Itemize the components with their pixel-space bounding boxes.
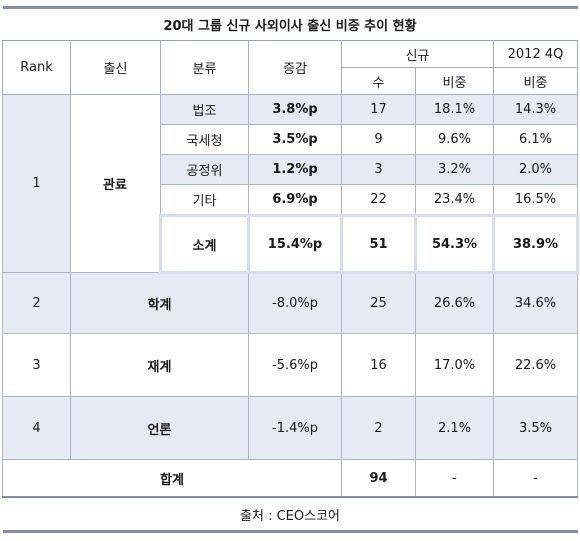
header-new: 신규 — [341, 40, 494, 68]
q4-share-cell: 2.0% — [493, 154, 578, 185]
subtotal-q4-share: 38.9% — [492, 214, 579, 274]
q4-share-cell: 22.6% — [493, 333, 578, 397]
header-share-q4: 비중 — [493, 67, 578, 95]
share-cell: 2.1% — [415, 396, 494, 460]
share-cell: 9.6% — [415, 124, 494, 155]
table-row: 1 관료 법조 3.8%p 17 18.1% 14.3% — [2, 94, 578, 273]
count-cell: 3 — [341, 154, 416, 185]
rank-cell: 1 — [2, 94, 71, 273]
share-cell: 26.6% — [415, 272, 494, 334]
count-cell: 17 — [341, 94, 416, 125]
share-cell: 18.1% — [415, 94, 494, 125]
change-cell: 3.8%p — [248, 94, 342, 125]
count-cell: 16 — [341, 333, 416, 397]
total-label: 합계 — [2, 459, 342, 498]
total-share: - — [415, 459, 494, 498]
change-cell: 3.5%p — [248, 124, 342, 155]
q4-share-cell: 16.5% — [493, 184, 578, 216]
table-row: 국세청 3.5%p 9 9.6% 6.1% — [3, 124, 578, 155]
source-note: 출처 : CEO스코어 — [2, 496, 578, 533]
category-cell: 공정위 — [160, 154, 249, 185]
rank-cell: 4 — [2, 396, 71, 460]
subtotal-row: 소계 15.4%p 51 54.3% 38.9% — [3, 214, 579, 274]
origin-cell: 언론 — [70, 396, 249, 460]
subtotal-count: 51 — [340, 214, 417, 274]
share-cell: 17.0% — [415, 333, 494, 397]
change-cell: -8.0%p — [248, 272, 342, 334]
change-cell: -1.4%p — [248, 396, 342, 460]
table-title: 20대 그룹 신규 사외이사 출신 비중 추이 현황 — [2, 6, 578, 41]
total-row: 합계 94 - - — [2, 459, 578, 498]
rank-cell: 2 — [2, 272, 71, 334]
category-cell: 기타 — [160, 184, 249, 216]
share-cell: 3.2% — [415, 154, 494, 185]
subtotal-label: 소계 — [159, 214, 250, 274]
header-count: 수 — [341, 67, 416, 95]
source-row: 출처 : CEO스코어 — [2, 496, 578, 533]
change-cell: 6.9%p — [248, 184, 342, 216]
count-cell: 2 — [341, 396, 416, 460]
category-cell: 법조 — [160, 94, 249, 125]
q4-share-cell: 6.1% — [493, 124, 578, 155]
header-origin: 출신 — [70, 40, 161, 95]
rank-cell: 3 — [2, 333, 71, 397]
count-cell: 9 — [341, 124, 416, 155]
header-category: 분류 — [160, 40, 249, 95]
header-change: 증감 — [248, 40, 342, 95]
change-cell: -5.6%p — [248, 333, 342, 397]
origin-cell: 관료 — [70, 94, 161, 273]
outside-director-origin-table: 20대 그룹 신규 사외이사 출신 비중 추이 현황 Rank 출신 분류 증감… — [2, 6, 579, 533]
table-row: 2 학계 -8.0%p 25 26.6% 34.6% — [2, 272, 578, 334]
origin-cell: 재계 — [70, 333, 249, 397]
change-cell: 1.2%p — [248, 154, 342, 185]
total-count: 94 — [341, 459, 416, 498]
header-row-2: 수 비중 비중 — [3, 67, 578, 95]
header-row-1: Rank 출신 분류 증감 신규 2012 4Q — [2, 40, 578, 95]
table-row: 3 재계 -5.6%p 16 17.0% 22.6% — [2, 333, 578, 397]
table-row: 4 언론 -1.4%p 2 2.1% 3.5% — [2, 396, 578, 460]
title-row: 20대 그룹 신규 사외이사 출신 비중 추이 현황 — [2, 6, 578, 41]
subtotal-share: 54.3% — [414, 214, 495, 274]
q4-share-cell: 34.6% — [493, 272, 578, 334]
table-row: 공정위 1.2%p 3 3.2% 2.0% — [3, 154, 578, 185]
q4-share-cell: 3.5% — [493, 396, 578, 460]
q4-share-cell: 14.3% — [493, 94, 578, 125]
category-cell: 국세청 — [160, 124, 249, 155]
count-cell: 22 — [341, 184, 416, 216]
share-cell: 23.4% — [415, 184, 494, 216]
header-share: 비중 — [415, 67, 494, 95]
header-q4: 2012 4Q — [493, 40, 578, 68]
count-cell: 25 — [341, 272, 416, 334]
table-row: 기타 6.9%p 22 23.4% 16.5% — [3, 184, 578, 216]
total-q4-share: - — [493, 459, 578, 498]
header-rank: Rank — [2, 40, 71, 95]
subtotal-change: 15.4%p — [247, 214, 343, 274]
origin-cell: 학계 — [70, 272, 249, 334]
